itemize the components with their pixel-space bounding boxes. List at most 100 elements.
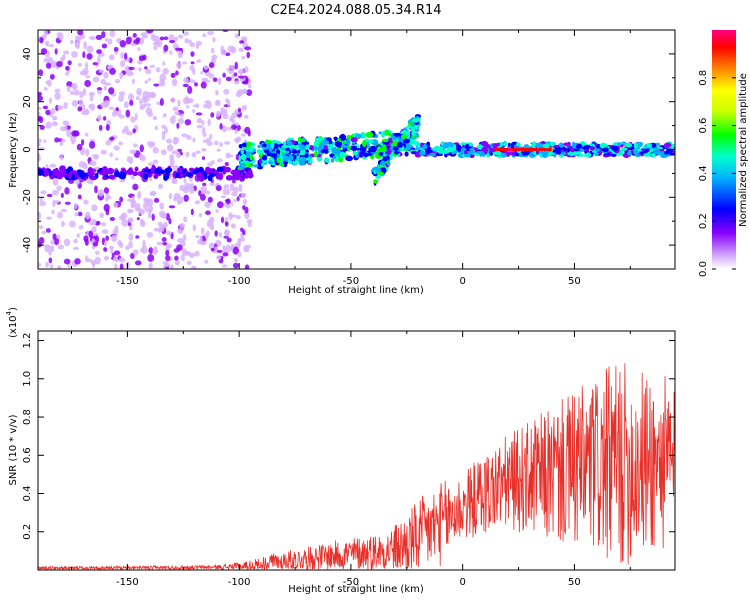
noise-blob: [131, 202, 137, 207]
noise-blob: [47, 57, 54, 64]
noise-blob: [200, 81, 207, 89]
chirp-blob: [333, 136, 338, 141]
noise-blob: [248, 84, 252, 89]
noise-blob: [118, 91, 126, 96]
noise-blob: [178, 117, 185, 124]
chirp-blob: [350, 145, 358, 151]
noise-blob: [224, 221, 229, 227]
center-blob: [435, 153, 444, 157]
center-blob: [538, 150, 544, 154]
chirp-blob: [324, 149, 329, 155]
chirp-blob: [324, 157, 330, 163]
noise-blob: [88, 140, 96, 149]
noise-blob: [177, 34, 184, 39]
center-blob: [500, 152, 507, 158]
noise-blob: [228, 70, 233, 75]
exponent-close: ): [8, 307, 19, 311]
noise-blob: [41, 230, 47, 235]
tone-blob: [67, 172, 72, 179]
noise-blob: [38, 262, 41, 268]
noise-blob: [89, 161, 94, 165]
noise-blob: [131, 78, 135, 85]
noise-blob: [176, 152, 181, 159]
arm-blob: [373, 179, 379, 184]
noise-blob: [142, 90, 149, 99]
noise-blob: [208, 242, 215, 250]
noise-blob: [229, 185, 235, 192]
noise-blob: [39, 196, 43, 203]
chirp-blob: [373, 147, 377, 151]
center-blob: [416, 142, 421, 149]
noise-blob: [204, 201, 211, 209]
noise-blob: [244, 46, 252, 51]
noise-blob: [180, 254, 185, 262]
noise-blob: [119, 263, 124, 269]
peak-blob: [537, 148, 544, 151]
noise-blob: [208, 72, 215, 79]
noise-blob: [225, 98, 229, 103]
tone-blob: [176, 167, 183, 174]
noise-blob: [78, 99, 83, 107]
noise-blob: [132, 249, 139, 256]
noise-blob: [118, 94, 124, 102]
tone-blob: [38, 168, 44, 176]
peak-blob: [512, 148, 519, 151]
peak-blob: [546, 148, 553, 151]
noise-blob: [88, 104, 93, 109]
center-blob: [544, 143, 550, 149]
tone-blob: [61, 172, 68, 177]
center-blob: [455, 144, 462, 151]
noise-blob: [99, 212, 105, 218]
noise-blob: [139, 248, 144, 253]
chirp-blob: [338, 156, 344, 163]
noise-blob: [232, 262, 239, 269]
noise-blob: [140, 218, 144, 225]
noise-blob: [109, 152, 113, 158]
arm-blob: [384, 151, 391, 155]
noise-blob: [76, 233, 80, 239]
noise-blob: [52, 233, 57, 241]
noise-blob: [184, 250, 192, 256]
noise-blob: [44, 40, 50, 45]
noise-blob: [47, 44, 55, 48]
noise-blob: [240, 227, 244, 232]
noise-blob: [103, 187, 110, 194]
noise-blob: [244, 126, 251, 134]
noise-blob: [183, 77, 189, 84]
noise-blob: [83, 199, 89, 205]
noise-blob: [132, 128, 136, 134]
noise-blob: [148, 247, 154, 255]
noise-blob: [38, 116, 44, 124]
center-blob: [419, 142, 424, 147]
chirp-blob: [246, 141, 252, 148]
noise-blob: [234, 61, 238, 70]
noise-blob: [109, 136, 115, 141]
noise-blob: [136, 88, 143, 96]
noise-blob: [179, 184, 186, 191]
noise-blob: [202, 104, 208, 109]
chirp-blob: [297, 141, 302, 145]
noise-blob: [169, 264, 174, 269]
noise-blob: [231, 124, 237, 130]
noise-blob: [45, 62, 52, 69]
noise-blob: [64, 201, 71, 205]
chirp-blob: [339, 134, 347, 141]
noise-blob: [139, 104, 145, 110]
noise-blob: [194, 82, 198, 87]
noise-blob: [77, 30, 84, 36]
noise-blob: [195, 150, 201, 154]
noise-blob: [84, 61, 89, 70]
tone-blob: [207, 174, 213, 182]
noise-blob: [98, 124, 103, 131]
noise-blob: [119, 196, 124, 203]
noise-blob: [153, 197, 160, 203]
noise-blob: [194, 250, 200, 257]
noise-blob: [103, 255, 110, 261]
chirp-blob: [322, 140, 330, 145]
chirp-blob: [331, 147, 335, 154]
noise-blob: [43, 86, 48, 91]
chirp-blob: [287, 145, 294, 149]
noise-blob: [201, 148, 207, 152]
noise-blob: [157, 221, 163, 227]
noise-blob: [71, 130, 79, 137]
